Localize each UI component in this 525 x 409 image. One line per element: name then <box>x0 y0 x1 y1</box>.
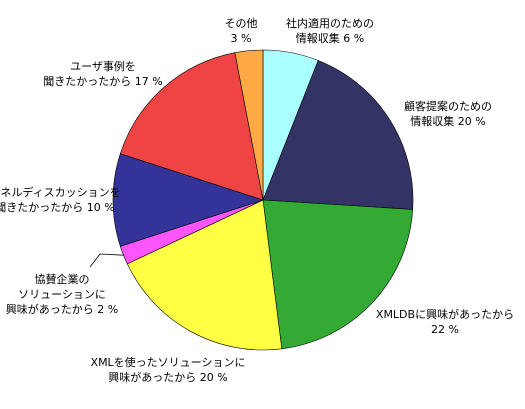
pie-slice-2 <box>262 199 414 350</box>
leader-line-4 <box>89 253 124 268</box>
slice-labels: 社内適用のための情報収集 6 % 顧客提案のための情報収集 20 % XMLDBに興… <box>0 16 514 384</box>
pie-slice-7 <box>234 49 264 201</box>
slice-label-line: その他 <box>225 17 258 30</box>
slice-label-4: 協賛企業のソリューションに興味があったから 2 % <box>6 272 118 316</box>
slice-label-line: ユーザ事例を <box>70 59 136 73</box>
slice-label-line: 情報収集 6 % <box>296 31 364 45</box>
slice-label-line: 社内適用のための <box>286 16 374 30</box>
slice-label-7: その他 3 % <box>225 17 258 45</box>
pie-slice-3 <box>126 199 283 351</box>
slice-label-line: 興味があったから 20 % <box>108 370 227 384</box>
slice-label-line: 情報収集 20 % <box>410 114 485 128</box>
slice-label-line: 興味があったから 2 % <box>6 302 118 316</box>
slice-label-line: 協賛企業の <box>35 272 90 286</box>
slice-label-line: 顧客提案のための <box>404 99 492 113</box>
slice-label-line: パネルディスカッションを <box>0 185 121 199</box>
pie-slices <box>112 49 414 351</box>
slice-label-2: XMLDBに興味があったから 22 % <box>376 307 514 336</box>
slice-label-line: 3 % <box>231 32 252 45</box>
slice-label-line: ソリューションに <box>18 288 106 301</box>
slice-label-3: XMLを使ったソリューションに興味があったから 20 % <box>91 356 246 384</box>
slice-label-0: 社内適用のための情報収集 6 % <box>286 16 374 45</box>
slice-label-1: 顧客提案のための情報収集 20 % <box>404 99 492 128</box>
slice-label-line: XMLDBに興味があったから <box>376 307 514 321</box>
slice-label-6: ユーザ事例を聞きたかったから 17 % <box>43 59 162 88</box>
slice-label-5: パネルディスカッションを聞きたかったから 10 % <box>0 185 121 214</box>
pie-slice-1 <box>262 60 414 210</box>
slice-label-line: XMLを使ったソリューションに <box>91 356 246 369</box>
slice-label-line: 聞きたかったから 10 % <box>0 201 115 214</box>
slice-label-line: 22 % <box>431 323 459 336</box>
pie-slice-5 <box>112 153 264 247</box>
pie-slice-6 <box>119 52 264 201</box>
leader-lines <box>89 253 124 268</box>
slice-label-line: 聞きたかったから 17 % <box>43 75 162 88</box>
